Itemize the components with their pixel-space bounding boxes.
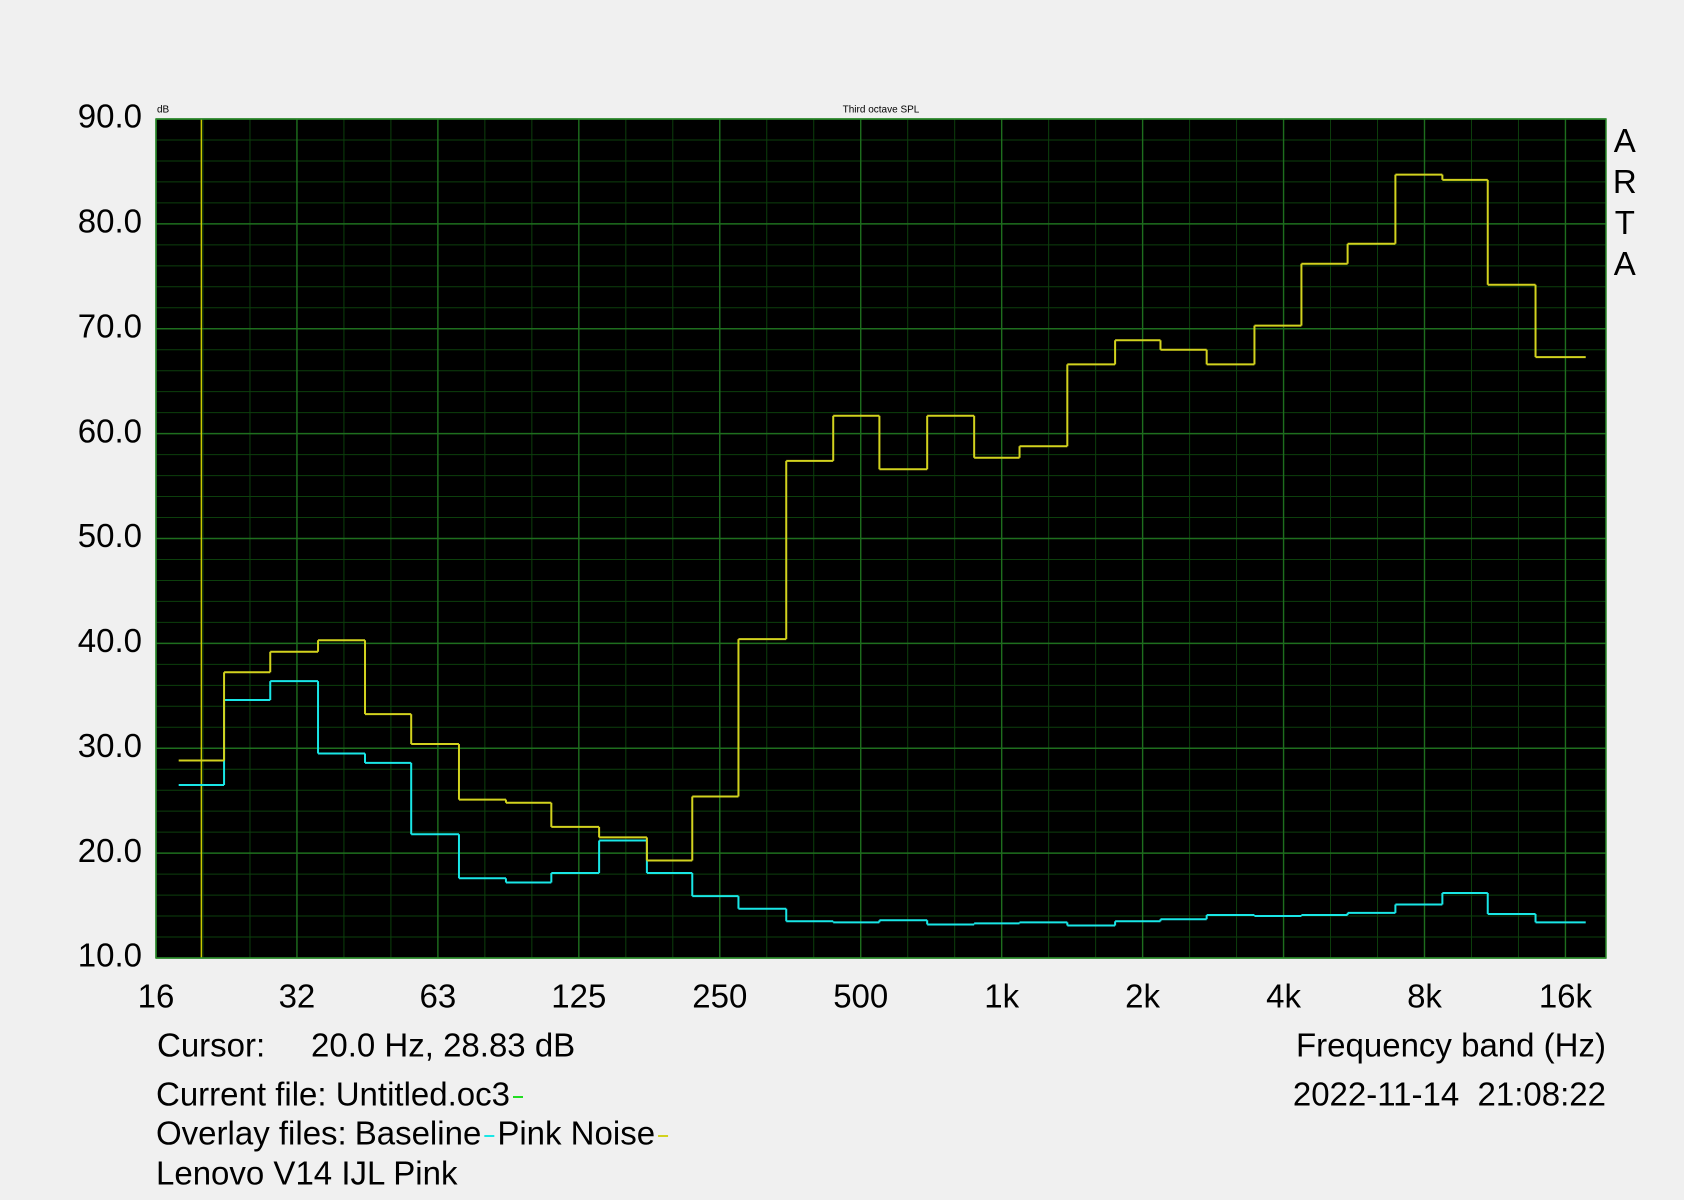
x-tick-label: 500 [833,978,888,1015]
x-tick-label: 8k [1407,978,1442,1015]
chart-title: Third octave SPL [843,105,920,116]
y-tick-label: 30.0 [78,727,142,764]
legend-entry: Pink Noise [497,1115,655,1152]
grid [155,118,1606,959]
current-file: Current file: Untitled.oc3 [156,1076,510,1113]
curves [178,119,1586,958]
y-tick-label: 90.0 [78,98,142,135]
y-tick-label: 60.0 [78,412,142,449]
y-tick-label: 20.0 [78,832,142,869]
legend-entry: Baseline [355,1115,482,1152]
x-tick-label: 16 [138,978,175,1015]
plot-frame [155,118,1607,959]
y-tick-label: 50.0 [78,517,142,554]
x-tick-label: 32 [279,978,316,1015]
overlay-label: Overlay files: [156,1115,347,1152]
y-tick-label: 80.0 [78,203,142,240]
x-tick-label: 1k [984,978,1019,1015]
x-tick-label: 125 [551,978,606,1015]
y-tick-label: 10.0 [78,937,142,974]
note: Lenovo V14 IJL Pink [156,1155,458,1192]
x-tick-label: 16k [1539,978,1593,1015]
x-tick-label: 4k [1266,978,1301,1015]
series-0 [178,680,1586,927]
y-tick-label: 70.0 [78,307,142,344]
cursor-reading: 20.0 Hz, 28.83 dB [311,1027,575,1064]
x-tick-label: 63 [420,978,457,1015]
series-1 [178,173,1586,862]
cursor-label: Cursor: [157,1027,265,1064]
x-tick-label: 250 [692,978,747,1015]
y-unit: dB [157,105,170,116]
x-tick-label: 2k [1125,978,1160,1015]
x-axis-title: Frequency band (Hz) [1296,1027,1606,1064]
y-tick-label: 40.0 [78,622,142,659]
watermark: ARTA [1606,122,1643,286]
timestamp: 2022-11-14 21:08:22 [1293,1076,1606,1113]
